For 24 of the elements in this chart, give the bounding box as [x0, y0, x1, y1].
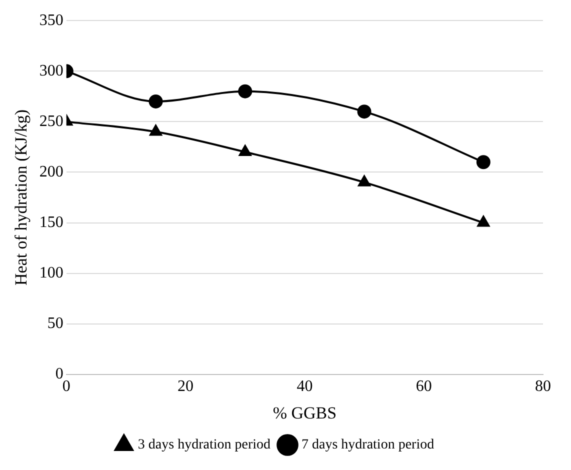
legend-label: 7 days hydration period — [302, 438, 434, 453]
x-tick-label: 80 — [535, 378, 551, 396]
y-tick-label: 200 — [39, 163, 64, 180]
y-tick-label: 350 — [39, 12, 64, 29]
point — [476, 155, 490, 170]
point — [148, 94, 163, 108]
y-tick-label: 300 — [39, 62, 64, 80]
point — [150, 124, 162, 136]
point — [357, 104, 372, 119]
point — [477, 216, 490, 227]
y-tick-label: 150 — [39, 214, 64, 231]
x-tick-label: 20 — [178, 378, 194, 396]
y-tick-label: 100 — [39, 264, 64, 282]
x-tick-label: 60 — [416, 378, 432, 396]
x-tick-label: 40 — [296, 378, 313, 396]
point — [358, 175, 370, 186]
y-axis-title: Heat of hydration (KJ/kg) — [12, 109, 31, 286]
x-axis-title: % GGBS — [272, 403, 337, 422]
y-tick-label: 250 — [39, 112, 64, 130]
point — [238, 145, 252, 156]
y-tick-label: 0 — [55, 366, 64, 383]
point — [238, 84, 252, 98]
y-tick-label: 50 — [47, 315, 64, 332]
legend-label: 3 days hydration period — [138, 438, 271, 453]
